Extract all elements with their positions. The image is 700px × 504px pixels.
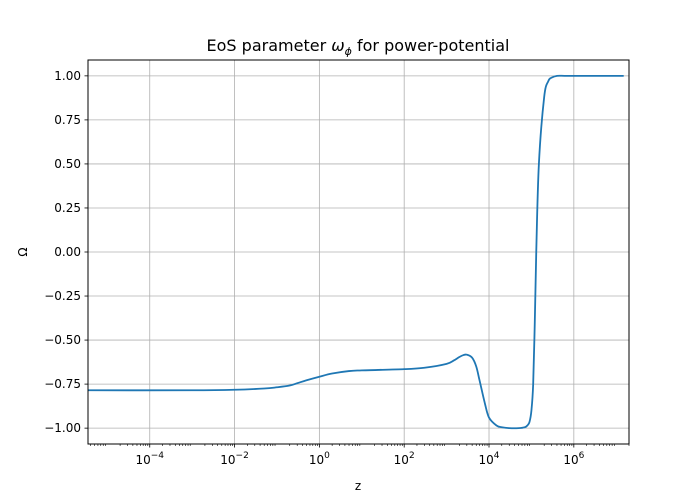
x-tick-label-exponent: 0 — [324, 451, 330, 461]
y-tick-label: 0.00 — [54, 245, 81, 259]
x-tick-label: 104 — [479, 451, 500, 467]
chart-title-suffix: for power-potential — [352, 36, 510, 55]
omega-series-line — [87, 74, 624, 430]
x-tick-label-exponent: 6 — [579, 451, 585, 461]
chart-title-subscript: ϕ — [345, 45, 352, 58]
x-tick-label-base: 10 — [220, 453, 235, 467]
chart-title: EoS parameter ωϕ for power-potential — [207, 36, 510, 58]
y-tick-label: −0.25 — [44, 289, 81, 303]
y-axis-label: Ω — [16, 247, 30, 256]
x-tick-label-base: 10 — [135, 453, 150, 467]
x-tick-label-exponent: −4 — [151, 451, 165, 461]
chart-title-symbol: ω — [331, 36, 344, 55]
x-axis-label: z — [355, 479, 361, 493]
y-tick-label: 0.50 — [54, 157, 81, 171]
x-tick-label-base: 10 — [479, 453, 494, 467]
x-tick-label-base: 10 — [309, 453, 324, 467]
y-tick-label: 0.75 — [54, 113, 81, 127]
y-tick-label: −1.00 — [44, 421, 81, 435]
x-tick-label: 106 — [563, 451, 584, 467]
chart-title-prefix: EoS parameter — [207, 36, 332, 55]
x-tick-label-base: 10 — [394, 453, 409, 467]
x-tick-label: 100 — [309, 451, 330, 467]
x-ticks: 10−4 10−2 100 102 104 106 — [90, 444, 630, 467]
y-tick-label: −0.50 — [44, 333, 81, 347]
y-tick-label: −0.75 — [44, 377, 81, 391]
x-tick-label-exponent: 2 — [409, 451, 415, 461]
series-layer — [87, 74, 624, 430]
x-tick-label: 102 — [394, 451, 415, 467]
y-tick-label: 0.25 — [54, 201, 81, 215]
y-tick-label: 1.00 — [54, 69, 81, 83]
y-ticks: 1.00 0.75 0.50 0.25 0.00 −0.25 −0.50 −0.75 −1.00 — [44, 69, 88, 435]
x-tick-label-base: 10 — [563, 453, 578, 467]
x-tick-label: 10−4 — [135, 451, 164, 467]
x-tick-label-exponent: −2 — [236, 451, 249, 461]
x-tick-label-exponent: 4 — [494, 451, 500, 461]
x-tick-label: 10−2 — [220, 451, 249, 467]
grid — [88, 60, 629, 444]
